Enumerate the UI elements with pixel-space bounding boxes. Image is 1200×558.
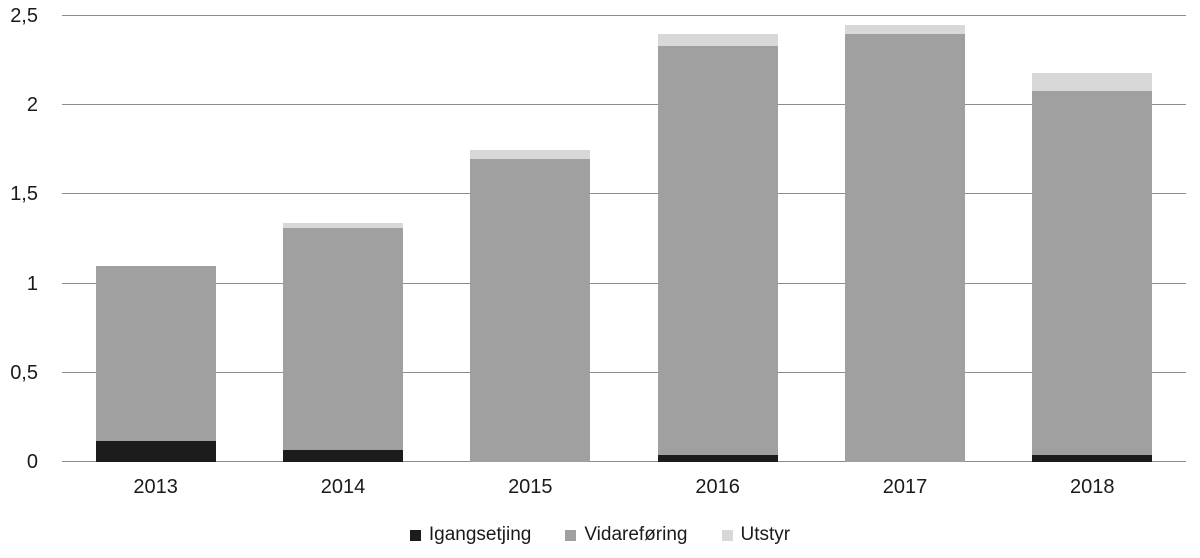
stacked-bar-2018 bbox=[1032, 16, 1153, 462]
gridline bbox=[62, 104, 1186, 106]
bar-segment bbox=[95, 440, 216, 462]
gridline bbox=[62, 15, 1186, 16]
legend: Igangsetjing Vidareføring Utstyr bbox=[0, 520, 1200, 550]
bar-segment bbox=[657, 46, 778, 455]
bar-segment bbox=[1032, 73, 1153, 91]
y-axis-labels: 0 0,5 1 1,5 2 2,5 bbox=[0, 6, 54, 472]
stacked-bar-2017 bbox=[845, 16, 965, 462]
legend-label: Vidareføring bbox=[584, 524, 688, 545]
x-tick-label: 2014 bbox=[320, 476, 366, 498]
y-tick-label: 2 bbox=[26, 94, 38, 117]
bar-segment bbox=[470, 158, 591, 462]
legend-item-utstyr: Utstyr bbox=[721, 524, 791, 546]
stacked-bar-2013 bbox=[95, 16, 216, 462]
x-tick-label: 2018 bbox=[1070, 476, 1115, 498]
legend-label: Utstyr bbox=[740, 524, 791, 545]
legend-swatch bbox=[721, 529, 733, 541]
legend-label: Igangsetjing bbox=[428, 524, 532, 545]
bar-segment bbox=[470, 149, 591, 159]
y-tick-label: 1 bbox=[26, 272, 38, 295]
x-axis-labels: 2013 2014 2015 2016 2017 2018 bbox=[62, 472, 1186, 502]
legend-item-igangsetjing: Igangsetjing bbox=[409, 524, 532, 546]
bar-segment bbox=[1032, 90, 1153, 455]
y-tick-label: 0,5 bbox=[10, 361, 38, 384]
gridlines bbox=[62, 15, 1186, 462]
x-tick-label: 2013 bbox=[133, 476, 178, 498]
gridline bbox=[62, 193, 1186, 195]
legend-swatch bbox=[409, 529, 421, 541]
bar-segment bbox=[283, 228, 403, 450]
bar-segment bbox=[283, 222, 403, 229]
stacked-bar-2015 bbox=[470, 16, 591, 462]
bar-segment bbox=[657, 454, 778, 462]
bar-slot bbox=[437, 16, 624, 462]
gridline bbox=[62, 461, 1186, 462]
bar-slot bbox=[999, 16, 1186, 462]
bars bbox=[62, 16, 1186, 462]
bar-segment bbox=[845, 33, 965, 462]
legend-swatch bbox=[565, 529, 577, 541]
bar-segment bbox=[95, 265, 216, 441]
x-tick-label: 2017 bbox=[882, 476, 928, 498]
gridline bbox=[62, 371, 1186, 373]
bar-segment bbox=[845, 24, 965, 34]
legend-item-vidareforing: Vidareføring bbox=[565, 524, 688, 546]
bar-segment bbox=[657, 33, 778, 47]
x-tick-label: 2016 bbox=[695, 476, 740, 498]
bar-slot bbox=[811, 16, 998, 462]
stacked-bar-2016 bbox=[657, 16, 778, 462]
bar-slot bbox=[62, 16, 249, 462]
bar-slot bbox=[249, 16, 436, 462]
y-tick-label: 0 bbox=[26, 451, 38, 473]
bar-segment bbox=[1032, 454, 1153, 462]
bar-segment bbox=[283, 449, 403, 462]
y-tick-label: 2,5 bbox=[10, 5, 38, 27]
gridline bbox=[62, 282, 1186, 284]
plot-area bbox=[62, 15, 1186, 462]
y-tick-label: 1,5 bbox=[10, 183, 38, 206]
bar-slot bbox=[624, 16, 811, 462]
stacked-bar-2014 bbox=[283, 16, 403, 462]
x-tick-label: 2015 bbox=[508, 476, 553, 498]
